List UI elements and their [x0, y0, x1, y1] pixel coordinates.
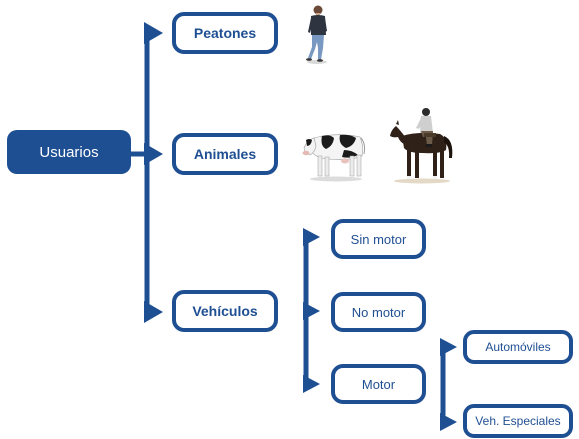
horse-rider-icon	[390, 108, 453, 184]
node-peatones: Peatones	[172, 12, 278, 54]
arrow-motor	[303, 375, 320, 393]
arrow-sin-motor	[303, 228, 320, 246]
arrow-veh-especiales	[440, 413, 457, 431]
node-motor: Motor	[331, 364, 426, 404]
node-usuarios: Usuarios	[7, 130, 131, 174]
arrow-automoviles	[440, 338, 457, 356]
node-automoviles: Automóviles	[463, 330, 573, 364]
arrow-vehiculos	[144, 301, 163, 323]
node-animales: Animales	[172, 133, 278, 175]
arrow-animales	[144, 143, 163, 165]
node-sin-motor: Sin motor	[331, 219, 426, 259]
pedestrian-icon	[306, 5, 327, 64]
cow-icon	[302, 134, 366, 182]
node-no-motor: No motor	[331, 292, 426, 332]
arrow-no-motor	[303, 302, 320, 320]
node-vehiculos: Vehículos	[172, 290, 278, 332]
arrow-peatones	[144, 22, 163, 44]
node-veh-especiales: Veh. Especiales	[463, 404, 573, 438]
